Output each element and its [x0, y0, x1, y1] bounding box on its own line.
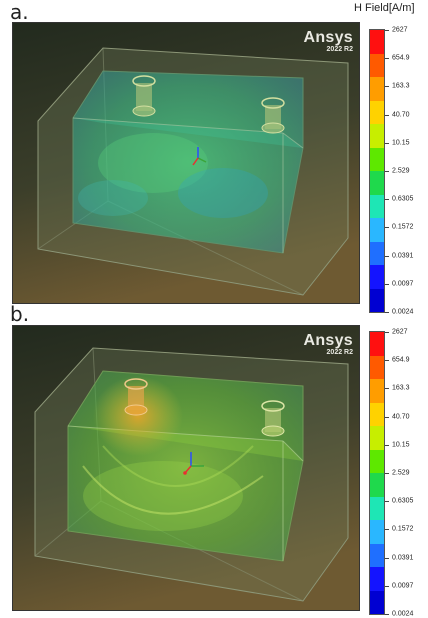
legend-tick-mark	[384, 557, 389, 559]
legend-tick-mark	[384, 332, 389, 333]
simulation-render-b	[13, 326, 359, 610]
legend-swatch	[370, 171, 384, 195]
legend-tick-label: 0.0097	[392, 582, 414, 590]
brand-version: 2022 R2	[326, 349, 353, 356]
legend-swatch	[370, 265, 384, 289]
legend-swatch	[370, 147, 384, 171]
legend-swatch	[370, 100, 384, 124]
legend-tick-label: 0.6305	[392, 497, 414, 505]
legend-tick-label: 10.15	[392, 441, 410, 449]
legend-quantity-label: H Field[A/m]	[354, 2, 415, 14]
legend-swatch	[370, 332, 384, 356]
legend-tick-mark	[384, 58, 389, 60]
legend-swatch	[370, 543, 384, 567]
bushing-left-a	[132, 75, 156, 117]
legend-swatch	[370, 379, 384, 403]
legend-tick-mark	[384, 444, 389, 446]
legend-tick-label: 0.0024	[392, 610, 414, 618]
ansys-logo: Ansys 2022 R2	[303, 29, 353, 53]
bushing-right-b	[261, 400, 285, 437]
legend-swatch	[370, 241, 384, 265]
legend-tick-mark	[384, 416, 389, 418]
legend-tick-label: 163.3	[392, 82, 410, 90]
legend-tick-mark	[384, 86, 389, 88]
brand-version: 2022 R2	[326, 46, 353, 53]
axis-triad-icon	[192, 147, 207, 166]
simulation-render-a	[13, 23, 359, 303]
bushing-right-a	[261, 97, 285, 134]
legend-tick-label: 2627	[392, 328, 408, 336]
viewport-panel-b[interactable]: Ansys 2022 R2	[12, 325, 360, 611]
legend-tick-label: 10.15	[392, 139, 410, 147]
legend-swatch	[370, 30, 384, 54]
legend-tick-mark	[384, 501, 389, 503]
axis-triad-icon	[183, 452, 204, 475]
legend-tick-mark	[384, 114, 389, 116]
brand-name: Ansys	[303, 332, 353, 349]
legend-swatch	[370, 194, 384, 218]
legend-tick-mark	[384, 388, 389, 390]
legend-tick-mark	[384, 360, 389, 362]
legend-tick-label: 654.9	[392, 54, 410, 62]
legend-tick-mark	[384, 283, 389, 285]
ansys-logo: Ansys 2022 R2	[303, 332, 353, 356]
legend-tick-label: 0.6305	[392, 195, 414, 203]
legend-frame	[369, 331, 385, 615]
legend-swatch	[370, 288, 384, 312]
legend-tick-label: 40.70	[392, 413, 410, 421]
legend-tick-label: 0.0391	[392, 554, 414, 562]
legend-tick-label: 0.1572	[392, 525, 414, 533]
legend-tick-label: 163.3	[392, 384, 410, 392]
legend-tick-mark	[384, 30, 389, 31]
legend-tick-label: 0.0391	[392, 252, 414, 260]
legend-swatch	[370, 473, 384, 497]
legend-tick-mark	[384, 171, 389, 172]
legend-swatch	[370, 355, 384, 379]
viewport-panel-a[interactable]: Ansys 2022 R2	[12, 22, 360, 304]
legend-swatch	[370, 449, 384, 473]
legend-tick-label: 2.529	[392, 469, 410, 477]
legend-tick-mark	[384, 199, 389, 201]
legend-swatch	[370, 218, 384, 242]
legend-swatch	[370, 567, 384, 591]
legend-tick-mark	[384, 529, 389, 531]
legend-tick-label: 0.0097	[392, 280, 414, 288]
legend-tick-label: 2627	[392, 26, 408, 34]
legend-swatch	[370, 77, 384, 101]
bushing-left-b	[124, 378, 148, 416]
legend-tick-mark	[384, 312, 389, 313]
legend-tick-mark	[384, 227, 389, 229]
legend-tick-mark	[384, 142, 389, 144]
legend-swatch	[370, 590, 384, 614]
legend-swatch	[370, 402, 384, 426]
legend-swatch	[370, 53, 384, 77]
brand-name: Ansys	[303, 29, 353, 46]
legend-tick-label: 0.0024	[392, 308, 414, 316]
legend-swatch	[370, 520, 384, 544]
legend-tick-mark	[384, 614, 389, 615]
legend-tick-mark	[384, 255, 389, 257]
panel-label-a: a.	[10, 0, 29, 24]
legend-tick-label: 654.9	[392, 356, 410, 364]
legend-tick-mark	[384, 585, 389, 587]
legend-swatch	[370, 426, 384, 450]
legend-tick-mark	[384, 473, 389, 474]
panel-label-b: b.	[10, 302, 30, 326]
legend-tick-label: 0.1572	[392, 223, 414, 231]
legend-swatch	[370, 496, 384, 520]
legend-frame	[369, 29, 385, 313]
legend-swatch	[370, 124, 384, 148]
legend-tick-label: 40.70	[392, 111, 410, 119]
legend-tick-label: 2.529	[392, 167, 410, 175]
